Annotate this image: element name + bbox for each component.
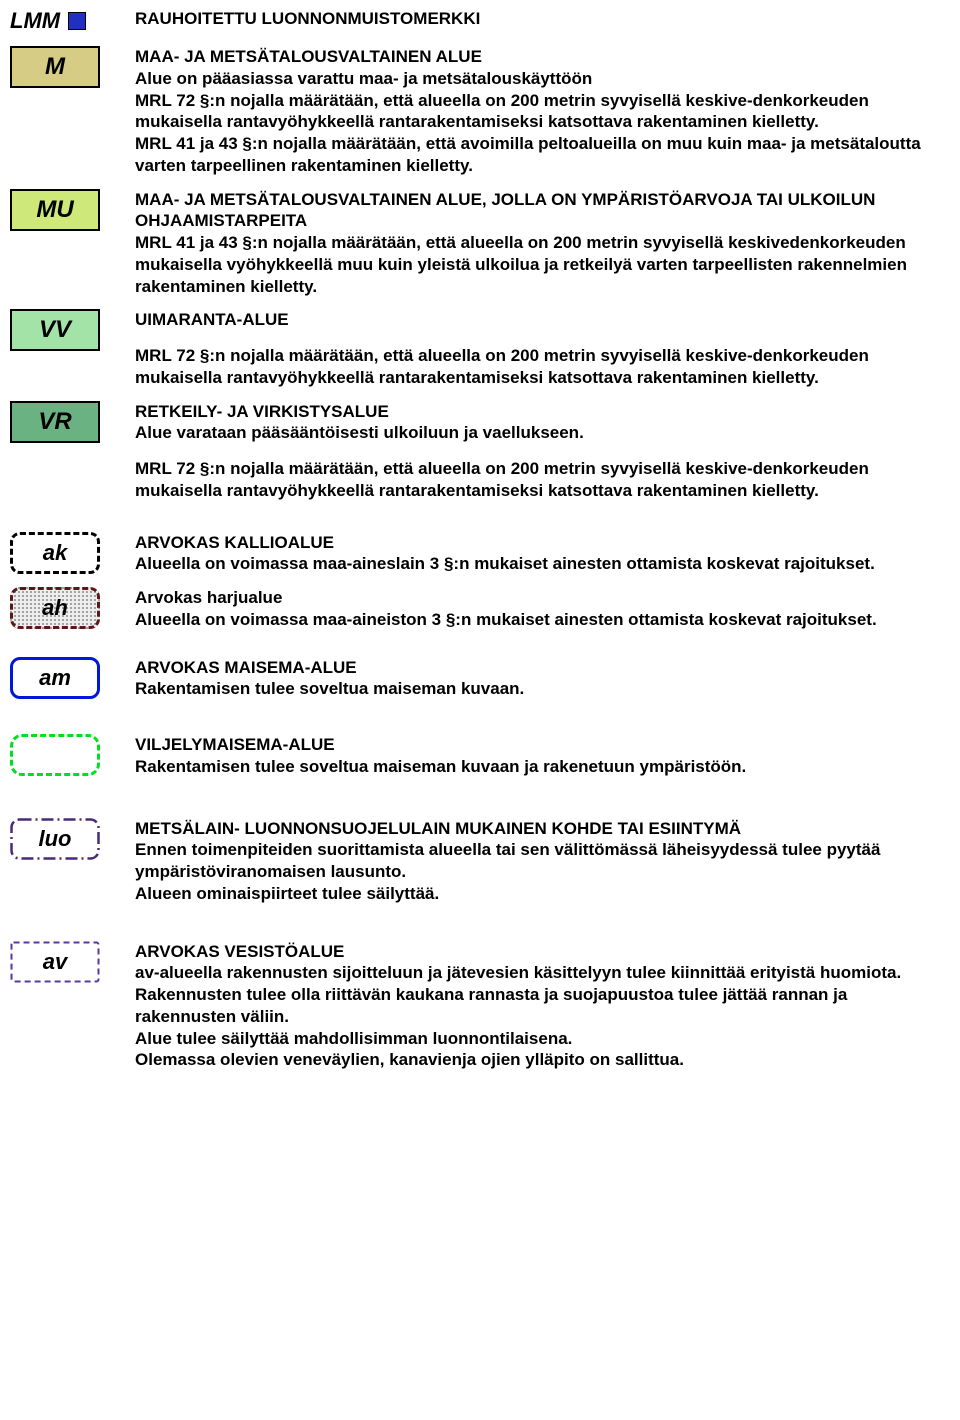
green-title: VILJELYMAISEMA-ALUE (135, 734, 950, 756)
spacer (10, 514, 950, 532)
legend-row-green: VILJELYMAISEMA-ALUE Rakentamisen tulee s… (10, 734, 950, 778)
dash-dot-border-icon (10, 818, 100, 860)
m-p2: MRL 72 §:n nojalla määrätään, että aluee… (135, 90, 950, 134)
spacer (10, 643, 950, 657)
symbol-cell: VV (10, 309, 135, 351)
m-title: MAA- JA METSÄTALOUSVALTAINEN ALUE (135, 46, 950, 68)
spacer (10, 917, 950, 941)
symbol-cell: LMM (10, 8, 135, 34)
text-cell: Arvokas harjualue Alueella on voimassa m… (135, 587, 950, 631)
legend-row-vr: VR RETKEILY- JA VIRKISTYSALUE Alue varat… (10, 401, 950, 502)
symbol-cell: ah (10, 587, 135, 629)
spacer (10, 790, 950, 818)
text-cell: ARVOKAS MAISEMA-ALUE Rakentamisen tulee … (135, 657, 950, 701)
ak-p1: Alueella on voimassa maa-aineslain 3 §:n… (135, 553, 950, 575)
legend-row-am: am ARVOKAS MAISEMA-ALUE Rakentamisen tul… (10, 657, 950, 701)
lmm-square-icon (68, 12, 86, 30)
vr-p2: MRL 72 §:n nojalla määrätään, että aluee… (135, 458, 950, 502)
ah-p1: Alueella on voimassa maa-aineiston 3 §:n… (135, 609, 950, 631)
am-p1: Rakentamisen tulee soveltua maiseman kuv… (135, 678, 950, 700)
text-cell: MAA- JA METSÄTALOUSVALTAINEN ALUE Alue o… (135, 46, 950, 177)
box-label: ah (42, 595, 68, 621)
av-p1: av-alueella rakennusten sijoitteluun ja … (135, 962, 950, 1027)
legend-row-av: av ARVOKAS VESISTÖALUE av-alueella raken… (10, 941, 950, 1072)
box-label: ak (43, 540, 67, 566)
box-am: am (10, 657, 100, 699)
box-vv: VV (10, 309, 100, 351)
mu-p1: MRL 41 ja 43 §:n nojalla määrätään, että… (135, 232, 950, 297)
spacer (10, 712, 950, 734)
text-cell: ARVOKAS VESISTÖALUE av-alueella rakennus… (135, 941, 950, 1072)
luo-p1: Ennen toimenpiteiden suorittamista aluee… (135, 839, 950, 883)
text-cell: METSÄLAIN- LUONNONSUOJELULAIN MUKAINEN K… (135, 818, 950, 905)
box-m: M (10, 46, 100, 88)
box-mu: MU (10, 189, 100, 231)
symbol-cell: am (10, 657, 135, 699)
symbol-cell: VR (10, 401, 135, 443)
text-cell: RAUHOITETTU LUONNONMUISTOMERKKI (135, 8, 950, 30)
box-vr: VR (10, 401, 100, 443)
green-p1: Rakentamisen tulee soveltua maiseman kuv… (135, 756, 950, 778)
ah-title: Arvokas harjualue (135, 587, 950, 609)
box-label: VR (38, 408, 71, 436)
box-luo: luo (10, 818, 100, 860)
box-label: VV (39, 316, 71, 344)
text-cell: UIMARANTA-ALUE MRL 72 §:n nojalla määrät… (135, 309, 950, 388)
text-cell: ARVOKAS KALLIOALUE Alueella on voimassa … (135, 532, 950, 576)
dash-dot-border-icon (10, 941, 100, 983)
ak-title: ARVOKAS KALLIOALUE (135, 532, 950, 554)
av-title: ARVOKAS VESISTÖALUE (135, 941, 950, 963)
legend-row-ak: ak ARVOKAS KALLIOALUE Alueella on voimas… (10, 532, 950, 576)
legend-row-mu: MU MAA- JA METSÄTALOUSVALTAINEN ALUE, JO… (10, 189, 950, 298)
lmm-title: RAUHOITETTU LUONNONMUISTOMERKKI (135, 8, 950, 30)
av-p2: Alue tulee säilyttää mahdollisimman luon… (135, 1028, 950, 1050)
legend-row-luo: luo METSÄLAIN- LUONNONSUOJELULAIN MUKAIN… (10, 818, 950, 905)
symbol-cell: MU (10, 189, 135, 231)
vv-title: UIMARANTA-ALUE (135, 309, 950, 331)
m-p3: MRL 41 ja 43 §:n nojalla määrätään, että… (135, 133, 950, 177)
symbol-cell: luo (10, 818, 135, 860)
luo-p2: Alueen ominaispiirteet tulee säilyttää. (135, 883, 950, 905)
box-green (10, 734, 100, 776)
legend-row-lmm: LMM RAUHOITETTU LUONNONMUISTOMERKKI (10, 8, 950, 34)
symbol-cell: ak (10, 532, 135, 574)
luo-title: METSÄLAIN- LUONNONSUOJELULAIN MUKAINEN K… (135, 818, 950, 840)
vr-p1: Alue varataan pääsääntöisesti ulkoiluun … (135, 422, 950, 444)
lmm-label: LMM (10, 8, 60, 34)
symbol-cell: M (10, 46, 135, 88)
lmm-symbol: LMM (10, 8, 135, 34)
box-ak: ak (10, 532, 100, 574)
box-label: M (45, 53, 65, 81)
box-label: MU (36, 196, 73, 224)
legend-row-m: M MAA- JA METSÄTALOUSVALTAINEN ALUE Alue… (10, 46, 950, 177)
text-cell: MAA- JA METSÄTALOUSVALTAINEN ALUE, JOLLA… (135, 189, 950, 298)
box-label: am (39, 665, 71, 691)
spacer (135, 444, 950, 458)
m-p1: Alue on pääasiassa varattu maa- ja metsä… (135, 68, 950, 90)
text-cell: VILJELYMAISEMA-ALUE Rakentamisen tulee s… (135, 734, 950, 778)
symbol-cell (10, 734, 135, 776)
box-av: av (10, 941, 100, 983)
text-cell: RETKEILY- JA VIRKISTYSALUE Alue varataan… (135, 401, 950, 502)
symbol-cell: av (10, 941, 135, 983)
spacer (135, 331, 950, 345)
av-p3: Olemassa olevien veneväylien, kanavienja… (135, 1049, 950, 1071)
legend-row-ah: ah Arvokas harjualue Alueella on voimass… (10, 587, 950, 631)
am-title: ARVOKAS MAISEMA-ALUE (135, 657, 950, 679)
box-ah: ah (10, 587, 100, 629)
mu-title: MAA- JA METSÄTALOUSVALTAINEN ALUE, JOLLA… (135, 189, 950, 233)
vr-title: RETKEILY- JA VIRKISTYSALUE (135, 401, 950, 423)
legend-row-vv: VV UIMARANTA-ALUE MRL 72 §:n nojalla mää… (10, 309, 950, 388)
vv-p1: MRL 72 §:n nojalla määrätään, että aluee… (135, 345, 950, 389)
